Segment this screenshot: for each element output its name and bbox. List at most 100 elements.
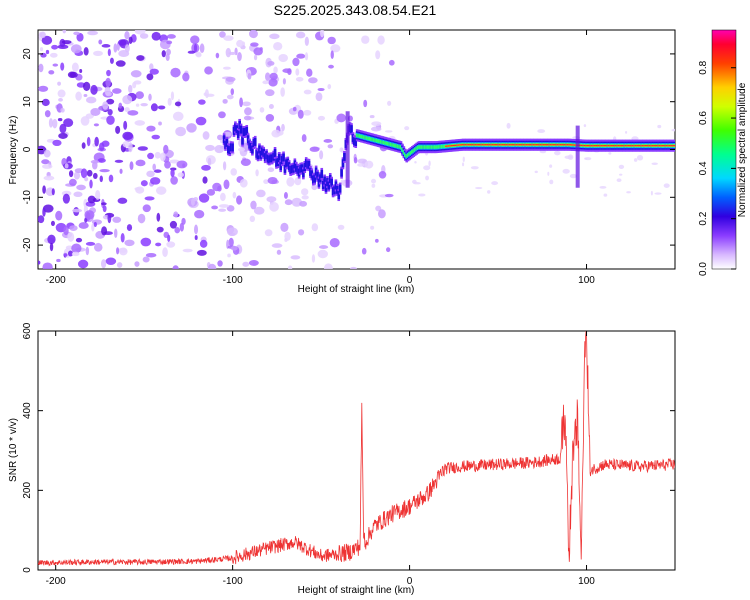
spectrogram-noise-cell — [286, 177, 295, 187]
spectrogram-noise-cell — [84, 210, 95, 220]
spectrogram-noise-cell — [79, 69, 83, 73]
snr-line — [38, 331, 675, 567]
spectrogram-noise-cell — [43, 175, 55, 181]
spectrogram-noise-cell — [292, 57, 300, 67]
spectrogram-noise-cell — [317, 115, 326, 121]
spectrogram-noise-cell — [128, 84, 133, 93]
spectrogram-track-cell — [667, 145, 670, 147]
spectrogram-track-cell — [595, 145, 598, 147]
spectrogram-track-cell — [261, 147, 264, 156]
spectrogram-noise-cell — [76, 32, 84, 42]
snr-x-tick-label: -200 — [46, 576, 66, 587]
spectrogram-noise-cell — [198, 193, 210, 203]
spectrogram-noise-cell — [41, 98, 50, 107]
spectrogram-noise-cell — [175, 126, 187, 137]
spectrogram-track-cell — [586, 145, 590, 147]
spectrogram-noise-cell — [127, 110, 139, 116]
spectrogram-track-cell — [307, 160, 311, 169]
spectrogram-noise-cell — [42, 207, 46, 217]
spectrogram-track-cell — [333, 186, 336, 195]
spectrogram-track-cell — [319, 174, 322, 183]
spectrogram-noise-cell — [116, 262, 123, 268]
snr-y-tick-label: 0 — [22, 567, 33, 573]
spectrogram-track-cell — [381, 140, 384, 144]
spectrogram-track-cell — [522, 144, 526, 146]
spectrogram-noise-cell — [363, 99, 368, 108]
spectrogram-noise-cell — [323, 139, 333, 143]
spectrogram-track-cell — [391, 143, 394, 147]
spectrogram-noise-cell — [428, 160, 431, 167]
spectrogram-noise-cell — [633, 158, 638, 162]
spectrogram-noise-cell — [107, 213, 112, 224]
spectrogram-track-cell — [392, 143, 396, 147]
spectrogram-track-cell — [566, 144, 570, 146]
spectrogram-noise-cell — [95, 189, 101, 200]
spectrogram-track-cell — [294, 163, 298, 172]
spectrogram-track-cell — [638, 145, 642, 147]
spectrogram-noise-cell — [301, 188, 309, 196]
spectrogram-track-cell — [266, 154, 270, 163]
spectrogram-noise-cell — [170, 67, 181, 78]
spectrogram-noise-cell — [549, 164, 553, 168]
spectrogram-track-cell — [419, 145, 423, 149]
spectrogram-track-cell — [606, 145, 610, 147]
spectrogram-track-cell — [589, 145, 593, 147]
spectrogram-noise-cell — [77, 259, 89, 269]
spectrogram-noise-cell — [204, 89, 209, 99]
spectrogram-noise-cell — [249, 215, 256, 223]
spectrogram-noise-cell — [564, 155, 573, 159]
spectrogram-track-cell — [256, 151, 260, 160]
colorbar-tick-label: 0.4 — [698, 161, 709, 175]
spectrogram-noise-cell — [207, 157, 212, 166]
spectrogram-noise-cell — [317, 249, 328, 259]
spectrogram-track-cell — [473, 144, 476, 146]
spectrogram-noise-cell — [81, 142, 86, 149]
spectrogram-noise-cell — [315, 92, 323, 102]
spectrogram-noise-cell — [57, 117, 63, 122]
spectrogram-track-cell — [275, 158, 278, 167]
spectrogram-noise-cell — [225, 47, 232, 58]
spectrogram-track-cell — [368, 137, 372, 141]
spectrogram-track-cell — [341, 159, 345, 168]
spectrogram-track-cell — [464, 144, 468, 146]
spectrogram-noise-cell — [626, 191, 631, 194]
spectrogram-track-cell — [653, 145, 656, 147]
spectrogram-noise-cell — [133, 80, 142, 85]
spectrogram-noise-cell — [157, 105, 166, 110]
spectrogram-noise-cell — [636, 154, 644, 161]
spectrogram-noise-cell — [86, 136, 91, 147]
spectrogram-track-cell — [292, 164, 295, 173]
spectrogram-noise-cell — [116, 247, 120, 255]
spectrogram-noise-cell — [41, 159, 50, 165]
snr-x-tick-label: -100 — [223, 576, 243, 587]
spectrogram-track-cell — [539, 144, 543, 146]
spectrogram-track-cell — [280, 156, 284, 165]
spectrogram-noise-cell — [236, 39, 244, 48]
spectrogram-noise-cell — [149, 177, 161, 185]
spectrogram-noise-cell — [239, 178, 248, 188]
spectrogram-track-cell — [449, 145, 452, 147]
spectrogram-noise-cell — [181, 217, 186, 225]
spectrogram-noise-cell — [378, 209, 386, 219]
spectrogram-track-cell — [364, 135, 367, 140]
spectrogram-noise-cell — [226, 227, 238, 237]
spectrogram-track-cell — [454, 144, 458, 146]
spectrogram-noise-cell — [135, 91, 144, 100]
spectrogram-x-tick-label: 0 — [407, 275, 413, 286]
spectrogram-noise-cell — [268, 103, 274, 109]
spectrogram-noise-cell — [387, 100, 392, 106]
spectrogram-noise-cell — [336, 113, 347, 123]
spectrogram-track-cell — [416, 146, 420, 150]
spectrogram-noise-cell — [73, 31, 80, 36]
spectrogram-noise-cell — [44, 110, 51, 118]
spectrogram-track-cell — [456, 144, 459, 146]
spectrogram-track-cell — [552, 144, 556, 146]
spectrogram-track-cell — [668, 145, 672, 147]
spectrogram-track-cell — [486, 144, 489, 146]
spectrogram-noise-cell — [287, 265, 293, 269]
spectrogram-noise-cell — [357, 163, 365, 167]
spectrogram-track-cell — [440, 145, 444, 149]
spectrogram-noise-cell — [167, 234, 171, 242]
spectrogram-track-cell — [299, 164, 302, 173]
